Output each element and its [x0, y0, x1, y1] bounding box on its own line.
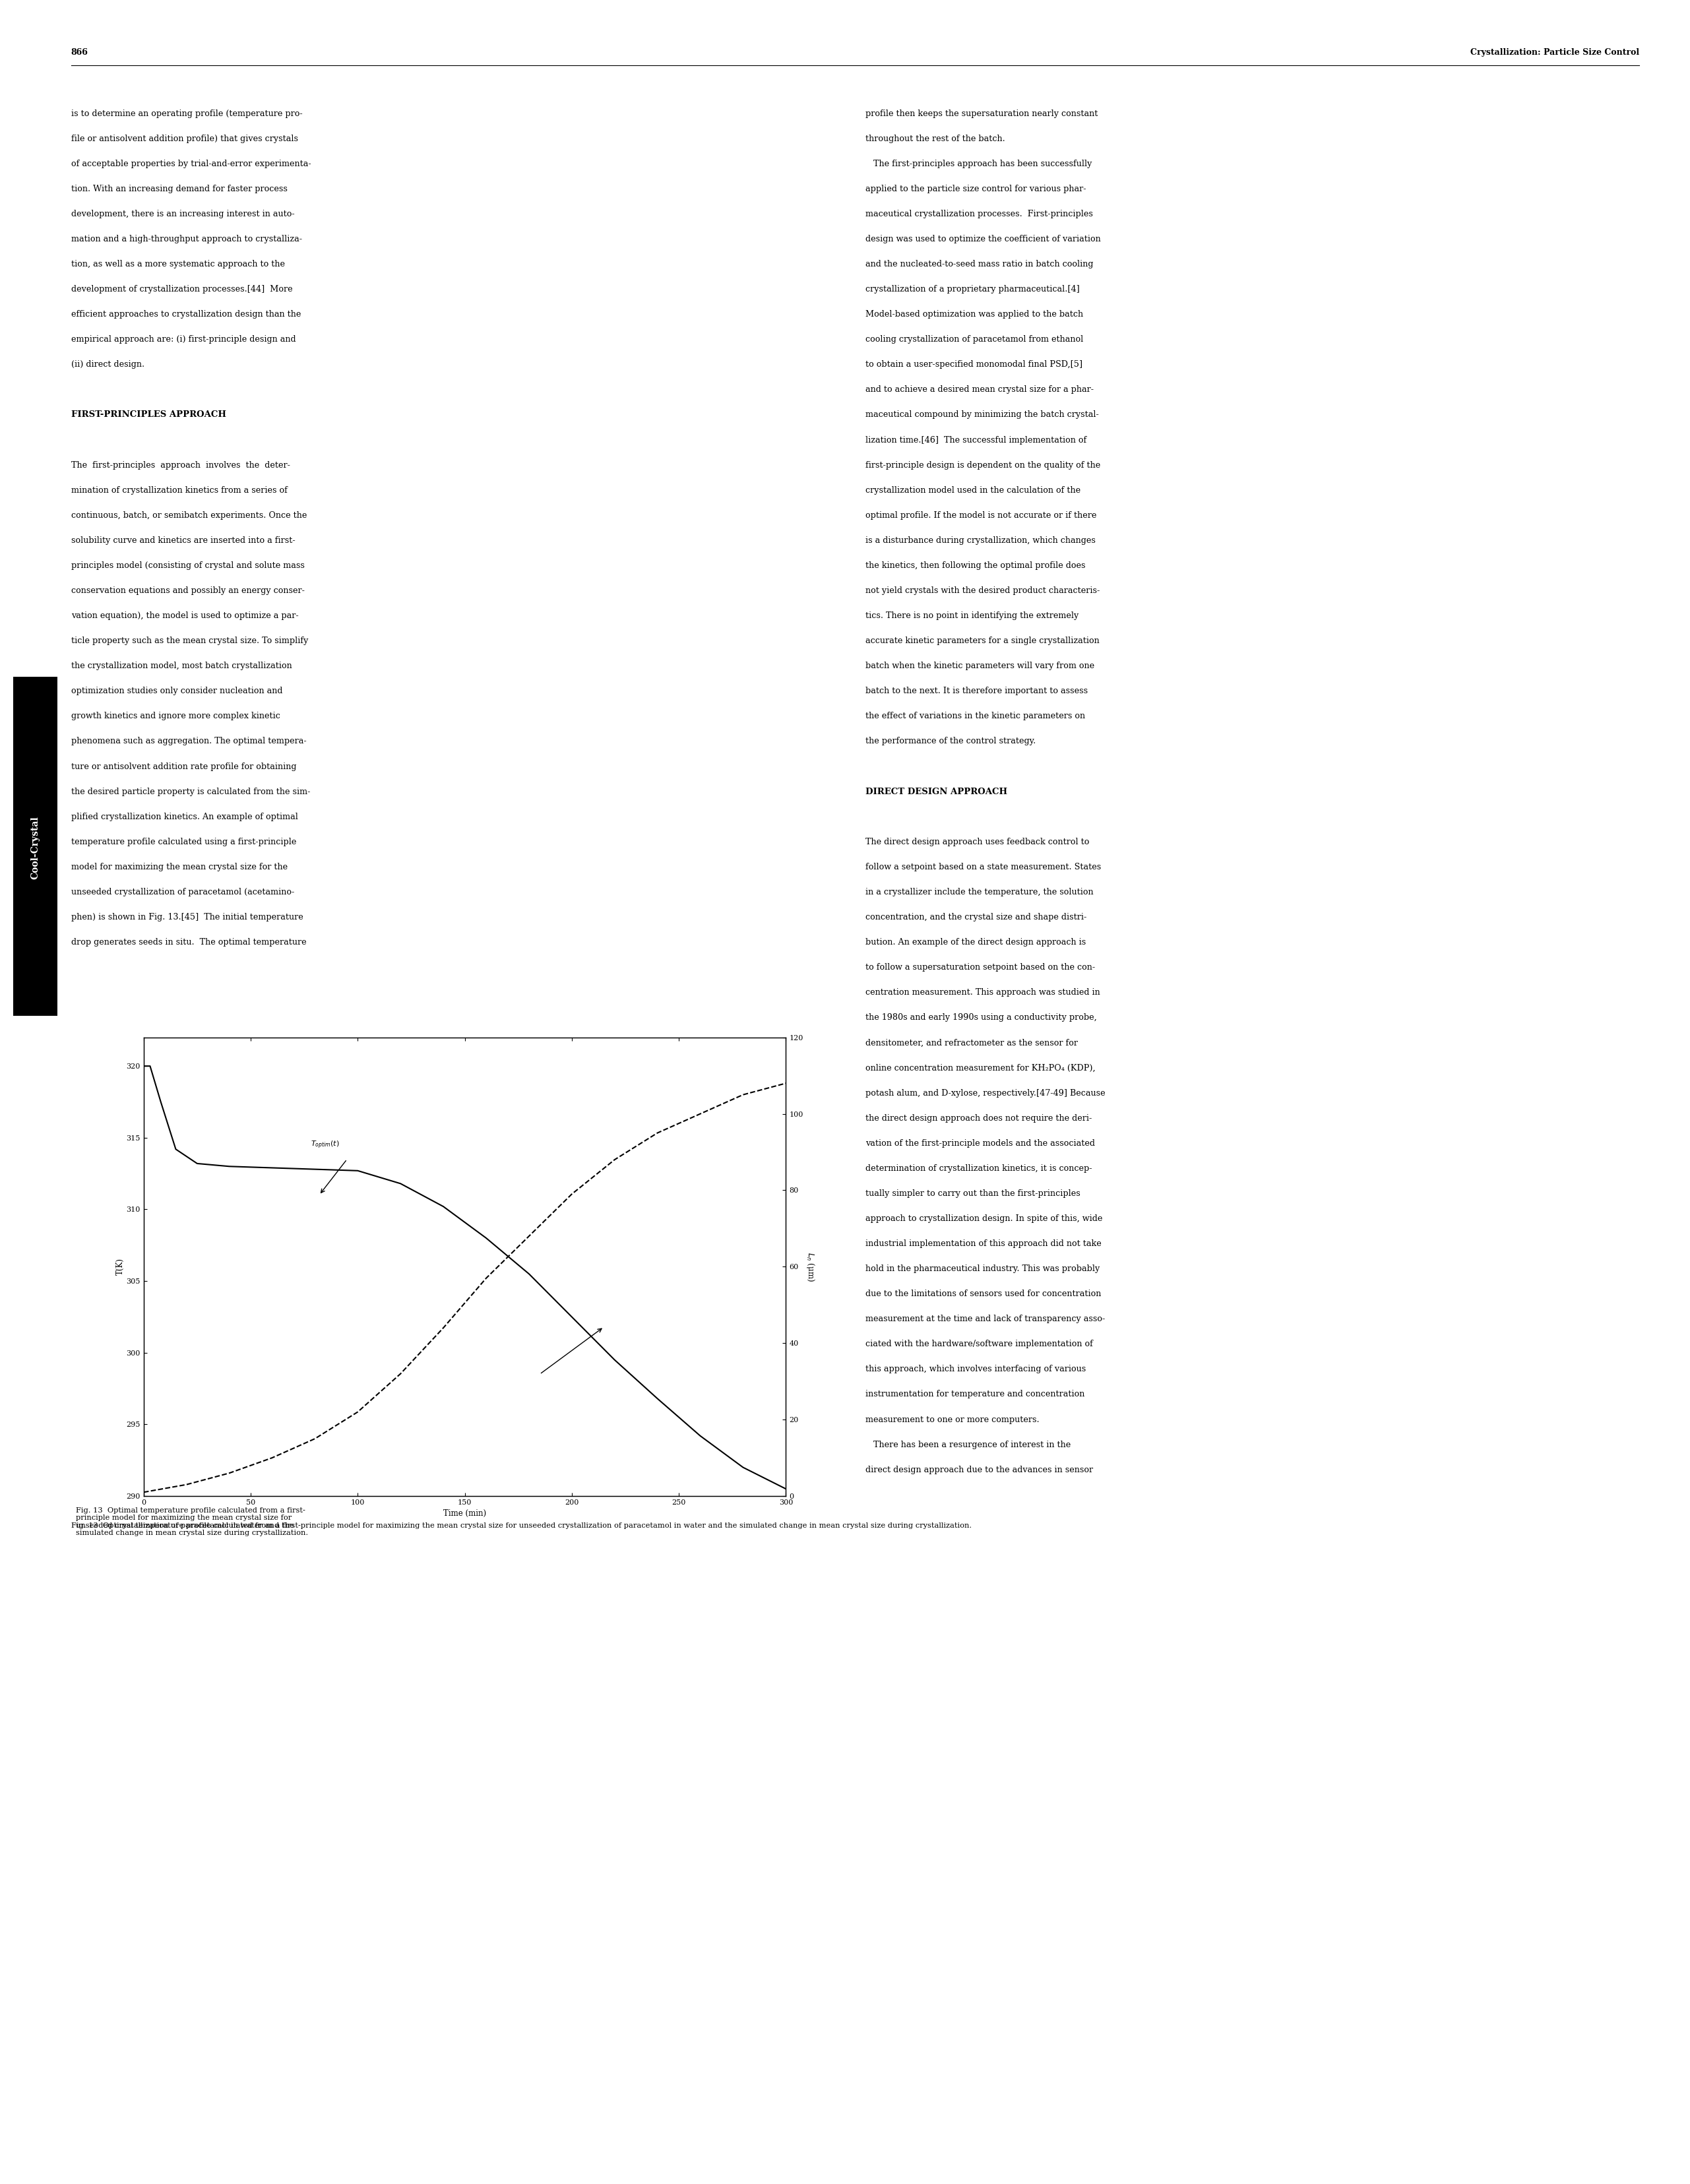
Text: development, there is an increasing interest in auto-: development, there is an increasing inte…: [71, 210, 294, 218]
Text: is a disturbance during crystallization, which changes: is a disturbance during crystallization,…: [865, 537, 1095, 544]
Text: hold in the pharmaceutical industry. This was probably: hold in the pharmaceutical industry. Thi…: [865, 1265, 1100, 1273]
Text: (ii) direct design.: (ii) direct design.: [71, 360, 144, 369]
Text: The first-principles approach has been successfully: The first-principles approach has been s…: [865, 159, 1092, 168]
Text: crystallization model used in the calculation of the: crystallization model used in the calcul…: [865, 487, 1080, 494]
Text: vation equation), the model is used to optimize a par-: vation equation), the model is used to o…: [71, 612, 299, 620]
Text: solubility curve and kinetics are inserted into a first-: solubility curve and kinetics are insert…: [71, 537, 296, 544]
Text: the desired particle property is calculated from the sim-: the desired particle property is calcula…: [71, 788, 309, 795]
Text: instrumentation for temperature and concentration: instrumentation for temperature and conc…: [865, 1391, 1085, 1398]
Text: online concentration measurement for KH₂PO₄ (KDP),: online concentration measurement for KH₂…: [865, 1064, 1095, 1072]
Text: of acceptable properties by trial-and-error experimenta-: of acceptable properties by trial-and-er…: [71, 159, 311, 168]
Text: and the nucleated-to-seed mass ratio in batch cooling: and the nucleated-to-seed mass ratio in …: [865, 260, 1093, 269]
Text: growth kinetics and ignore more complex kinetic: growth kinetics and ignore more complex …: [71, 712, 281, 721]
Y-axis label: T(K): T(K): [117, 1258, 125, 1275]
Text: phenomena such as aggregation. The optimal tempera-: phenomena such as aggregation. The optim…: [71, 738, 306, 745]
Text: vation of the first-principle models and the associated: vation of the first-principle models and…: [865, 1140, 1095, 1147]
Text: conservation equations and possibly an energy conser-: conservation equations and possibly an e…: [71, 587, 304, 594]
Text: tics. There is no point in identifying the extremely: tics. There is no point in identifying t…: [865, 612, 1078, 620]
Text: batch when the kinetic parameters will vary from one: batch when the kinetic parameters will v…: [865, 662, 1093, 670]
Text: profile then keeps the supersaturation nearly constant: profile then keeps the supersaturation n…: [865, 109, 1098, 118]
Text: the kinetics, then following the optimal profile does: the kinetics, then following the optimal…: [865, 561, 1085, 570]
Text: mation and a high-throughput approach to crystalliza-: mation and a high-throughput approach to…: [71, 236, 303, 242]
Text: Crystallization: Particle Size Control: Crystallization: Particle Size Control: [1470, 48, 1639, 57]
Text: efficient approaches to crystallization design than the: efficient approaches to crystallization …: [71, 310, 301, 319]
Text: The direct design approach uses feedback control to: The direct design approach uses feedback…: [865, 839, 1088, 845]
Text: in a crystallizer include the temperature, the solution: in a crystallizer include the temperatur…: [865, 889, 1093, 895]
Text: tion. With an increasing demand for faster process: tion. With an increasing demand for fast…: [71, 186, 287, 192]
Text: this approach, which involves interfacing of various: this approach, which involves interfacin…: [865, 1365, 1085, 1374]
Text: design was used to optimize the coefficient of variation: design was used to optimize the coeffici…: [865, 236, 1100, 242]
Text: ticle property such as the mean crystal size. To simplify: ticle property such as the mean crystal …: [71, 638, 308, 644]
Text: optimal profile. If the model is not accurate or if there: optimal profile. If the model is not acc…: [865, 511, 1097, 520]
Text: DIRECT DESIGN APPROACH: DIRECT DESIGN APPROACH: [865, 788, 1007, 795]
Text: phen) is shown in Fig. 13.[45]  The initial temperature: phen) is shown in Fig. 13.[45] The initi…: [71, 913, 303, 922]
Text: accurate kinetic parameters for a single crystallization: accurate kinetic parameters for a single…: [865, 638, 1098, 644]
Text: temperature profile calculated using a first-principle: temperature profile calculated using a f…: [71, 839, 296, 845]
Text: ciated with the hardware/software implementation of: ciated with the hardware/software implem…: [865, 1341, 1093, 1348]
Text: measurement to one or more computers.: measurement to one or more computers.: [865, 1415, 1039, 1424]
Text: is to determine an operating profile (temperature pro-: is to determine an operating profile (te…: [71, 109, 303, 118]
Bar: [14, 677, 57, 1016]
Text: lization time.[46]  The successful implementation of: lization time.[46] The successful implem…: [865, 437, 1087, 443]
Text: The  first-principles  approach  involves  the  deter-: The first-principles approach involves t…: [71, 461, 291, 470]
Text: to obtain a user-specified monomodal final PSD,[5]: to obtain a user-specified monomodal fin…: [865, 360, 1082, 369]
Text: drop generates seeds in situ.  The optimal temperature: drop generates seeds in situ. The optima…: [71, 939, 306, 946]
Text: development of crystallization processes.[44]  More: development of crystallization processes…: [71, 286, 292, 293]
Text: model for maximizing the mean crystal size for the: model for maximizing the mean crystal si…: [71, 863, 287, 871]
Text: concentration, and the crystal size and shape distri-: concentration, and the crystal size and …: [865, 913, 1087, 922]
Text: tually simpler to carry out than the first-principles: tually simpler to carry out than the fir…: [865, 1188, 1080, 1197]
Text: continuous, batch, or semibatch experiments. Once the: continuous, batch, or semibatch experime…: [71, 511, 306, 520]
Text: densitometer, and refractometer as the sensor for: densitometer, and refractometer as the s…: [865, 1040, 1078, 1046]
Text: determination of crystallization kinetics, it is concep-: determination of crystallization kinetic…: [865, 1164, 1092, 1173]
Y-axis label: $L_n$ (μm): $L_n$ (μm): [804, 1251, 816, 1282]
Text: tion, as well as a more systematic approach to the: tion, as well as a more systematic appro…: [71, 260, 284, 269]
Text: first-principle design is dependent on the quality of the: first-principle design is dependent on t…: [865, 461, 1100, 470]
Text: 866: 866: [71, 48, 88, 57]
X-axis label: Time (min): Time (min): [443, 1509, 487, 1518]
Text: the 1980s and early 1990s using a conductivity probe,: the 1980s and early 1990s using a conduc…: [865, 1013, 1097, 1022]
Text: cooling crystallization of paracetamol from ethanol: cooling crystallization of paracetamol f…: [865, 336, 1083, 343]
Text: bution. An example of the direct design approach is: bution. An example of the direct design …: [865, 939, 1085, 946]
Text: FIRST-PRINCIPLES APPROACH: FIRST-PRINCIPLES APPROACH: [71, 411, 226, 419]
Text: Model-based optimization was applied to the batch: Model-based optimization was applied to …: [865, 310, 1083, 319]
Text: batch to the next. It is therefore important to assess: batch to the next. It is therefore impor…: [865, 686, 1088, 695]
Text: ture or antisolvent addition rate profile for obtaining: ture or antisolvent addition rate profil…: [71, 762, 296, 771]
Text: throughout the rest of the batch.: throughout the rest of the batch.: [865, 135, 1006, 142]
Text: due to the limitations of sensors used for concentration: due to the limitations of sensors used f…: [865, 1289, 1100, 1297]
Text: the performance of the control strategy.: the performance of the control strategy.: [865, 738, 1036, 745]
Text: maceutical crystallization processes.  First-principles: maceutical crystallization processes. Fi…: [865, 210, 1093, 218]
Text: approach to crystallization design. In spite of this, wide: approach to crystallization design. In s…: [865, 1214, 1102, 1223]
Text: and to achieve a desired mean crystal size for a phar-: and to achieve a desired mean crystal si…: [865, 387, 1093, 393]
Text: direct design approach due to the advances in sensor: direct design approach due to the advanc…: [865, 1465, 1093, 1474]
Text: industrial implementation of this approach did not take: industrial implementation of this approa…: [865, 1241, 1102, 1247]
Text: to follow a supersaturation setpoint based on the con-: to follow a supersaturation setpoint bas…: [865, 963, 1095, 972]
Text: mination of crystallization kinetics from a series of: mination of crystallization kinetics fro…: [71, 487, 287, 494]
Text: crystallization of a proprietary pharmaceutical.[4]: crystallization of a proprietary pharmac…: [865, 286, 1080, 293]
Text: follow a setpoint based on a state measurement. States: follow a setpoint based on a state measu…: [865, 863, 1100, 871]
Text: Fig. 13  Optimal temperature profile calculated from a first-principle model for: Fig. 13 Optimal temperature profile calc…: [71, 1522, 972, 1529]
Text: principles model (consisting of crystal and solute mass: principles model (consisting of crystal …: [71, 561, 304, 570]
Text: plified crystallization kinetics. An example of optimal: plified crystallization kinetics. An exa…: [71, 812, 297, 821]
Text: not yield crystals with the desired product characteris-: not yield crystals with the desired prod…: [865, 587, 1100, 594]
Text: There has been a resurgence of interest in the: There has been a resurgence of interest …: [865, 1441, 1070, 1448]
Text: centration measurement. This approach was studied in: centration measurement. This approach wa…: [865, 987, 1100, 996]
Text: Fig. 13  Optimal temperature profile calculated from a first-
principle model fo: Fig. 13 Optimal temperature profile calc…: [76, 1507, 308, 1538]
Text: $T_{optim}(t)$: $T_{optim}(t)$: [311, 1140, 340, 1151]
Text: maceutical compound by minimizing the batch crystal-: maceutical compound by minimizing the ba…: [865, 411, 1098, 419]
Text: optimization studies only consider nucleation and: optimization studies only consider nucle…: [71, 686, 282, 695]
Text: empirical approach are: (i) first-principle design and: empirical approach are: (i) first-princi…: [71, 336, 296, 343]
Text: unseeded crystallization of paracetamol (acetamino-: unseeded crystallization of paracetamol …: [71, 889, 294, 895]
Text: potash alum, and D-xylose, respectively.[47-49] Because: potash alum, and D-xylose, respectively.…: [865, 1090, 1105, 1096]
Text: the direct design approach does not require the deri-: the direct design approach does not requ…: [865, 1114, 1092, 1123]
Text: measurement at the time and lack of transparency asso-: measurement at the time and lack of tran…: [865, 1315, 1105, 1324]
Text: the crystallization model, most batch crystallization: the crystallization model, most batch cr…: [71, 662, 292, 670]
Text: file or antisolvent addition profile) that gives crystals: file or antisolvent addition profile) th…: [71, 135, 297, 142]
Text: the effect of variations in the kinetic parameters on: the effect of variations in the kinetic …: [865, 712, 1085, 721]
Text: applied to the particle size control for various phar-: applied to the particle size control for…: [865, 186, 1087, 192]
Text: Cool-Crystal: Cool-Crystal: [30, 817, 41, 878]
